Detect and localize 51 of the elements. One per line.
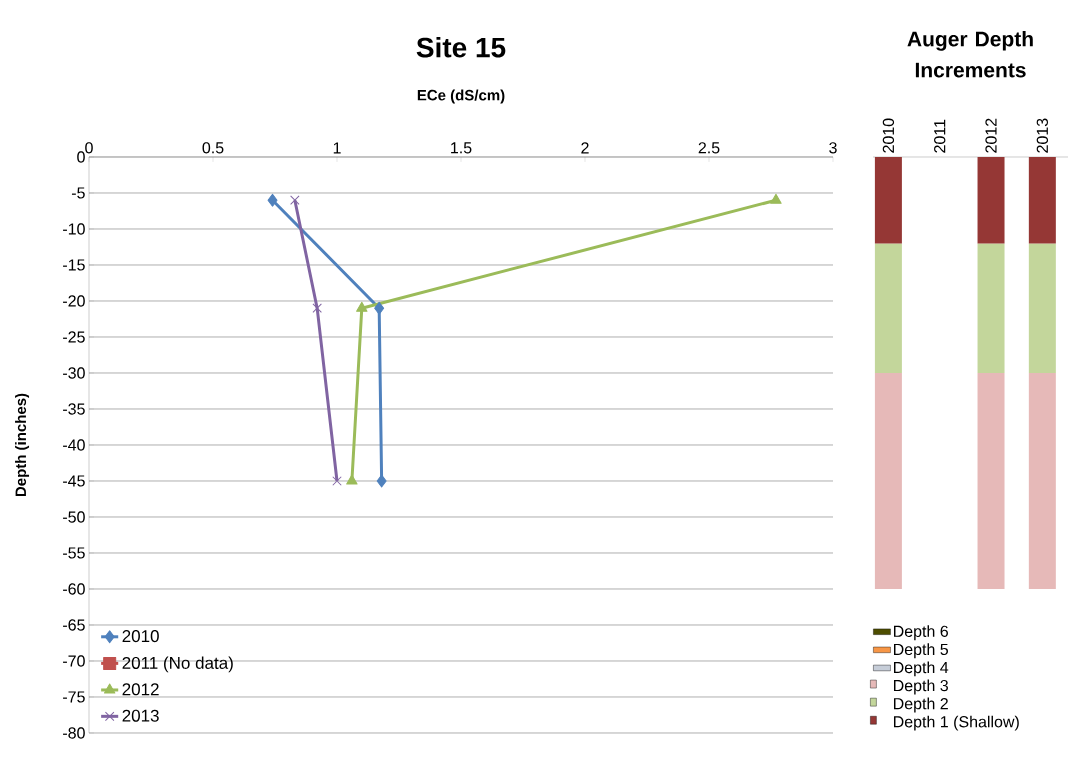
y-tick-label: -25: [63, 331, 85, 343]
y-tick-label: -80: [63, 727, 85, 739]
legend-label: 2010: [122, 630, 159, 643]
x-tick-label: 0: [85, 142, 93, 154]
legend-label: 2013: [122, 709, 159, 722]
y-tick-label: -10: [63, 223, 85, 235]
point: [290, 195, 300, 205]
legend-label: Depth 2: [893, 697, 948, 713]
point: [312, 303, 322, 313]
x-tick-label: 2012: [985, 118, 997, 153]
x-axis-title: ECe (dS/cm): [417, 89, 505, 104]
point: [770, 193, 782, 204]
legend-label: Depth 1 (Shallow): [893, 715, 1019, 731]
point: [356, 301, 368, 312]
y-tick-label: -70: [63, 655, 85, 667]
legend-label: Depth 5: [893, 643, 949, 659]
x-tick-label: 1: [333, 142, 341, 154]
legend-label: 2011 (No data): [122, 656, 233, 673]
chart-title: Auger Depth Increments: [907, 31, 1033, 78]
y-tick-label: -5: [71, 187, 85, 199]
point: [267, 193, 278, 207]
x-tick-label: 2011: [934, 119, 946, 153]
x-tick-label: 3: [829, 142, 837, 154]
y-tick-label: -40: [63, 439, 85, 451]
legend-label: Depth 3: [893, 679, 948, 695]
y-tick-label: -20: [63, 295, 85, 307]
y-tick-label: -60: [63, 583, 85, 595]
y-tick-label: -55: [63, 547, 85, 559]
y-tick-label: -30: [63, 367, 85, 379]
legend-label: Depth 6: [893, 625, 948, 641]
x-tick-label: 1.5: [451, 142, 472, 154]
legend-label: 2012: [122, 683, 159, 696]
y-tick-label: -35: [63, 403, 85, 415]
y-axis-title: Depth (inches): [15, 393, 30, 497]
y-tick-label: -45: [63, 475, 85, 487]
y-tick-label: -15: [63, 259, 85, 271]
y-tick-label: -65: [63, 619, 85, 631]
x-tick-label: 2013: [1036, 118, 1049, 153]
point: [346, 474, 358, 485]
legend-label: Depth 4: [893, 661, 949, 677]
point: [376, 474, 387, 488]
y-tick-label: -75: [63, 691, 85, 703]
point: [332, 476, 342, 486]
chart-title: Site 15: [416, 36, 506, 58]
x-tick-label: 2: [581, 142, 589, 154]
point: [374, 301, 385, 315]
y-tick-label: 0: [77, 151, 85, 163]
x-tick-label: 0.5: [202, 142, 224, 154]
x-tick-label: 2010: [882, 118, 895, 153]
y-tick-label: -50: [63, 511, 85, 523]
x-tick-label: 2.5: [698, 142, 720, 154]
